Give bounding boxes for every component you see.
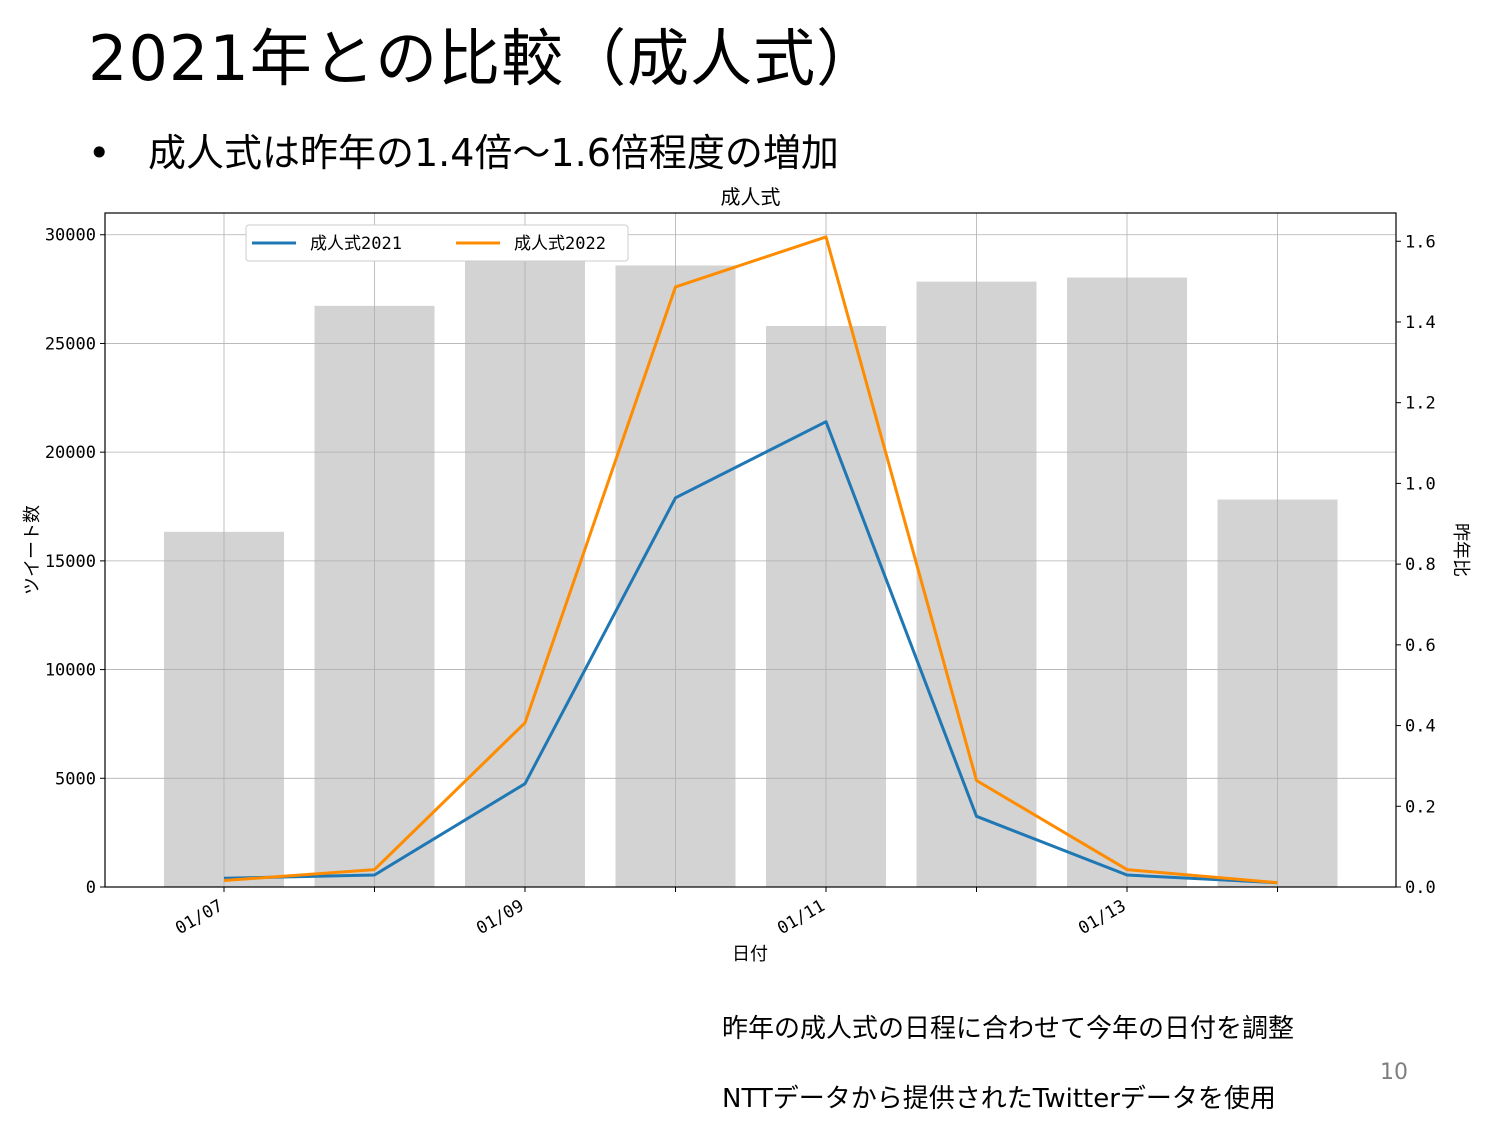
note-data-source: NTTデータから提供されたTwitterデータを使用 — [722, 1084, 1276, 1114]
x-tick-label: 01/09 — [473, 896, 527, 939]
legend-box — [245, 224, 629, 262]
plot-frame — [104, 212, 1397, 888]
y-left-tick-label: 20000 — [45, 443, 96, 463]
y-axis-right-label: 昨年比 — [1450, 523, 1471, 577]
right-axis: 0.0 0.2 0.4 0.6 0.8 1.0 1.2 1.4 1.6 — [1396, 232, 1436, 898]
x-tick-label: 01/11 — [774, 896, 828, 939]
y-left-tick-label: 10000 — [45, 661, 96, 681]
note-schedule: 昨年の成人式の日程に合わせて今年の日付を調整 — [722, 1014, 1295, 1044]
y-right-tick-label: 0.0 — [1405, 878, 1436, 898]
y-axis-left-label: ツイート数 — [22, 505, 43, 595]
y-right-tick-label: 1.6 — [1405, 232, 1436, 252]
y-right-tick-label: 1.0 — [1405, 474, 1436, 494]
legend-label-2021: 成人式2021 — [310, 234, 402, 254]
y-right-tick-label: 0.6 — [1405, 636, 1436, 656]
y-left-tick-label: 5000 — [55, 769, 96, 789]
y-left-tick-label: 25000 — [45, 334, 96, 354]
y-left-tick-label: 30000 — [45, 226, 96, 246]
tweet-comparison-chart: 0 5000 10000 15000 20000 25000 30000 0.0 0.2 0.4… — [22, 185, 1471, 965]
x-axis-label: 日付 — [732, 944, 768, 965]
y-right-tick-label: 0.2 — [1405, 797, 1436, 817]
left-axis: 0 5000 10000 15000 20000 25000 30000 — [45, 226, 105, 898]
y-left-tick-label: 0 — [86, 878, 96, 898]
slide-title: 2021年との比較（成人式） — [88, 22, 880, 95]
legend-label-2022: 成人式2022 — [514, 234, 606, 254]
bullet-marker: • — [88, 131, 111, 175]
legend: 成人式2021 成人式2022 — [245, 224, 629, 262]
y-right-tick-label: 0.4 — [1405, 717, 1436, 737]
y-right-tick-label: 0.8 — [1405, 555, 1436, 575]
series-line-2021 — [223, 420, 1278, 885]
y-right-tick-label: 1.2 — [1405, 394, 1436, 414]
series-line-2022 — [223, 235, 1278, 885]
series-lines — [223, 235, 1278, 885]
x-axis: 01/07 01/09 01/11 01/13 — [172, 887, 1278, 939]
y-right-tick-label: 1.4 — [1405, 313, 1436, 333]
ratio-bars — [164, 245, 1338, 888]
bullet-point: • 成人式は昨年の1.4倍～1.6倍程度の増加 — [88, 122, 839, 177]
x-tick-label: 01/13 — [1075, 896, 1129, 939]
chart-title: 成人式 — [721, 185, 781, 209]
x-tick-label: 01/07 — [172, 896, 226, 939]
grid-lines — [105, 213, 1396, 888]
bullet-text: 成人式は昨年の1.4倍～1.6倍程度の増加 — [148, 131, 839, 175]
y-left-tick-label: 15000 — [45, 552, 96, 572]
page-number: 10 — [1380, 1060, 1408, 1085]
